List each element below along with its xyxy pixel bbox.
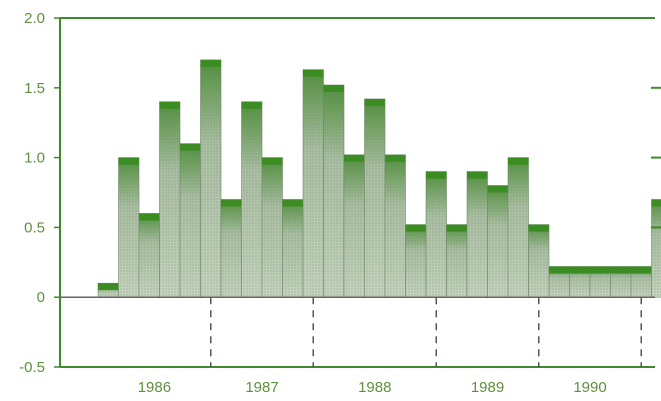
bar-texture: [200, 59, 221, 298]
bar-cap: [364, 98, 385, 106]
bar: [138, 213, 160, 298]
y-tick-label: -0.5: [19, 359, 45, 376]
bar-texture: [549, 266, 570, 298]
bar: [548, 266, 570, 298]
bar: [364, 98, 386, 298]
bar-cap: [139, 213, 160, 221]
bar: [282, 199, 304, 298]
bar-cap: [426, 171, 447, 179]
bar: [323, 84, 345, 298]
bar: [466, 171, 488, 298]
bar-cap: [200, 59, 221, 67]
bar-texture: [508, 157, 529, 298]
bar: [651, 199, 661, 298]
bar: [343, 154, 365, 298]
bar: [528, 224, 550, 298]
bar-cap: [159, 101, 180, 109]
bar-cap: [610, 266, 631, 274]
bar-texture: [221, 199, 242, 298]
bar: [261, 157, 283, 298]
bar-texture: [364, 98, 385, 298]
bar-texture: [180, 143, 201, 298]
bar-cap: [323, 85, 344, 93]
bar-texture: [405, 224, 426, 298]
bar-texture: [344, 154, 365, 298]
bar-cap: [508, 157, 529, 165]
bar-texture: [159, 101, 180, 298]
bar-cap: [180, 143, 201, 151]
bar-texture: [569, 266, 590, 298]
bars-layer: [97, 59, 661, 298]
y-tick-label: 1.5: [24, 80, 45, 97]
x-tick-label: 1989: [471, 379, 504, 396]
ticks-layer: 2.01.51.00.50-0.519861987198819891990199…: [19, 10, 607, 396]
bar-cap: [487, 185, 508, 193]
y-tick-label: 1.0: [24, 150, 45, 167]
bar-texture: [303, 69, 324, 298]
bar-cap: [631, 266, 652, 274]
bar-texture: [282, 199, 303, 298]
bar-cap: [98, 283, 119, 291]
bar-texture: [118, 157, 139, 298]
lines-layer: [54, 17, 661, 368]
bar: [220, 199, 242, 298]
bar-cap: [282, 199, 303, 207]
bar-cap: [303, 69, 324, 77]
bar-texture: [467, 171, 488, 298]
bar: [425, 171, 447, 298]
bar: [302, 69, 324, 298]
bar-cap: [344, 154, 365, 162]
x-tick-label: 1986: [138, 379, 171, 396]
bar: [487, 185, 509, 298]
bar-cap: [549, 266, 570, 274]
bar-texture: [262, 157, 283, 298]
bar: [610, 266, 632, 298]
x-tick-label: 1988: [358, 379, 391, 396]
bar: [241, 101, 263, 298]
bar-texture: [241, 101, 262, 298]
bar: [589, 266, 611, 298]
bar-texture: [139, 213, 160, 298]
bar-cap: [651, 199, 661, 207]
bar-texture: [323, 85, 344, 298]
bar-cap: [405, 224, 426, 232]
bar: [630, 266, 652, 298]
bar-texture: [590, 266, 611, 298]
bar: [384, 154, 406, 298]
bar-texture: [446, 224, 467, 298]
y-tick-label: 0: [37, 289, 45, 306]
bar-cap: [241, 101, 262, 109]
bar: [507, 157, 529, 298]
bar-texture: [426, 171, 447, 298]
bar: [446, 224, 468, 298]
bar: [118, 157, 140, 298]
bar-cap: [118, 157, 139, 165]
bar-texture: [385, 154, 406, 298]
bar-cap: [385, 154, 406, 162]
bar-texture: [651, 199, 661, 298]
bar-texture: [631, 266, 652, 298]
bar-cap: [590, 266, 611, 274]
bar-cap: [569, 266, 590, 274]
bar-cap: [467, 171, 488, 179]
bar-cap: [528, 224, 549, 232]
x-tick-label: 1990: [573, 379, 606, 396]
bar: [159, 101, 181, 298]
y-tick-label: 0.5: [24, 219, 45, 236]
bar: [405, 224, 427, 298]
y-tick-label: 2.0: [24, 10, 45, 27]
x-tick-label: 1987: [245, 379, 278, 396]
bar-texture: [528, 224, 549, 298]
bar-cap: [221, 199, 242, 207]
bar: [97, 282, 119, 298]
bar: [179, 143, 201, 298]
bar-texture: [610, 266, 631, 298]
bar: [200, 59, 222, 298]
bar: [569, 266, 591, 298]
bar-texture: [487, 185, 508, 298]
bar-cap: [262, 157, 283, 165]
bar-cap: [446, 224, 467, 232]
